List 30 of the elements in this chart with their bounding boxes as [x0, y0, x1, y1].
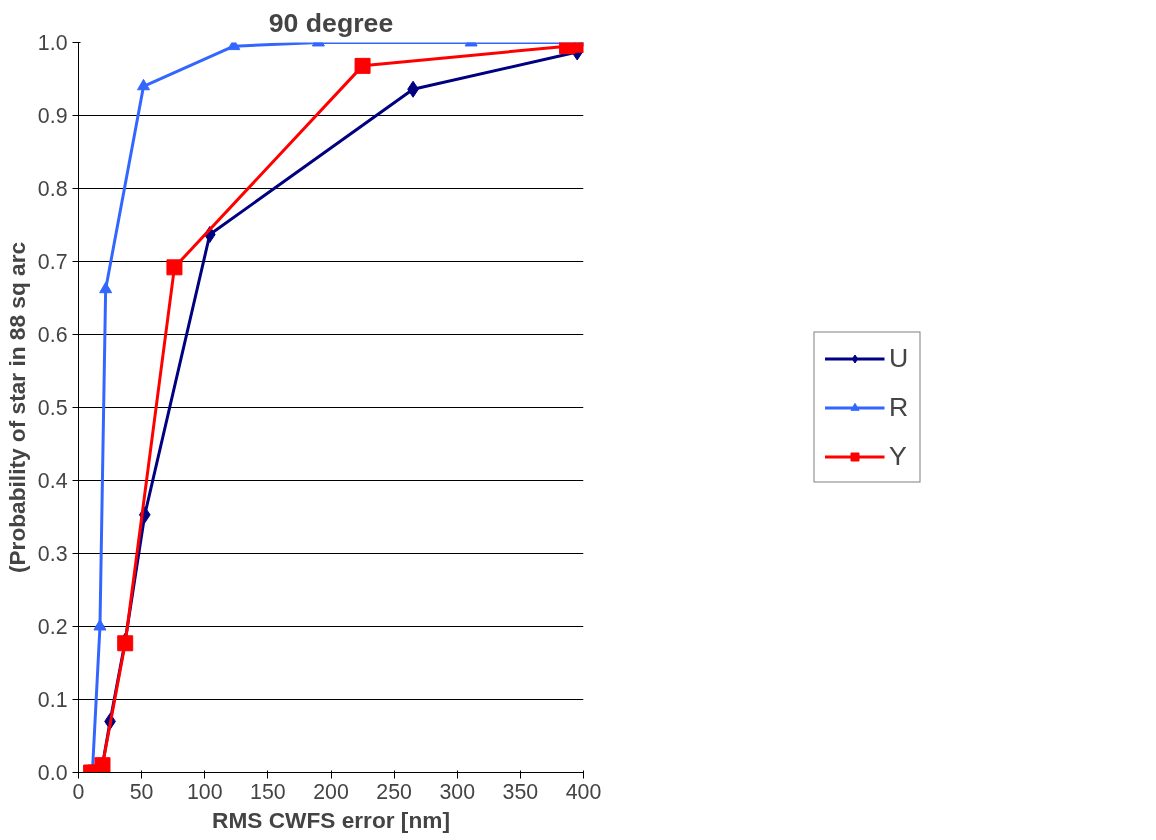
x-tick-label: 400 [565, 779, 602, 804]
x-tick-label: 200 [313, 779, 349, 804]
x-tick-label: 0 [72, 779, 85, 804]
y-tick-label: 0.9 [37, 104, 68, 128]
legend-label: R [889, 391, 909, 423]
point [99, 281, 113, 294]
x-tick-label: 350 [502, 779, 539, 804]
y-tick-label: 1.0 [37, 31, 68, 55]
y-tick-label: 0.7 [37, 250, 68, 274]
x-tick-label: 150 [250, 779, 286, 804]
y-tick-label: 0.1 [37, 688, 68, 712]
legend-label: Y [889, 440, 908, 472]
chart-title: 90 degree [268, 7, 394, 38]
y-tick-label: 0.4 [37, 469, 68, 493]
y-tick-label: 0.8 [37, 177, 68, 201]
x-tick-label: 50 [129, 779, 154, 804]
y-tick-label: 0.5 [37, 396, 68, 420]
y-tick-label: 0.3 [37, 542, 68, 566]
legend-label: U [889, 342, 909, 374]
x-tick-label: 100 [186, 779, 223, 804]
y-tick-label: 0.0 [37, 761, 68, 785]
x-tick-label: 250 [376, 779, 413, 804]
x-tick-label: 300 [439, 779, 476, 804]
y-tick-label: 0.6 [37, 323, 68, 347]
point [93, 619, 107, 631]
point [166, 259, 183, 276]
x-axis-title: RMS CWFS error [nm] [212, 806, 450, 833]
point [354, 57, 371, 74]
y-axis-title: (Probability of star in 88 sq arc [3, 241, 30, 574]
y-tick-label: 0.2 [37, 615, 68, 639]
